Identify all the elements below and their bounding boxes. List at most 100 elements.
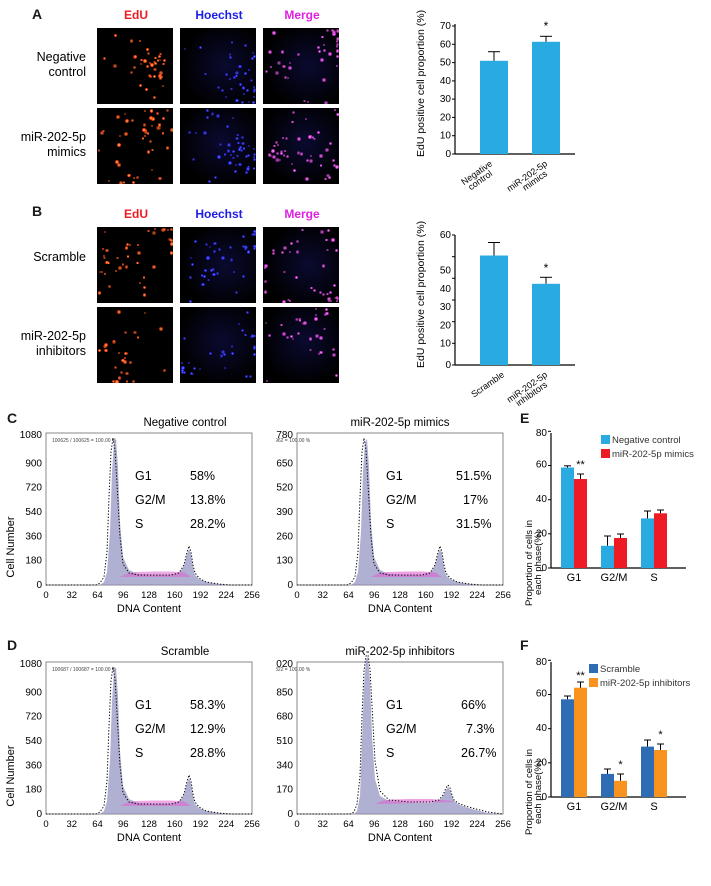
svg-text:170: 170 xyxy=(276,785,293,796)
svg-text:60: 60 xyxy=(440,39,452,50)
svg-text:180: 180 xyxy=(25,785,42,796)
svg-text:Cell Number: Cell Number xyxy=(5,516,17,577)
svg-text:64: 64 xyxy=(343,590,354,601)
svg-text:DNA Content: DNA Content xyxy=(368,832,432,844)
svg-text:20: 20 xyxy=(440,320,452,331)
svg-text:EdU positive cell proportion (: EdU positive cell proportion (%) xyxy=(415,10,427,157)
svg-text:each phase(%): each phase(%) xyxy=(533,531,544,595)
svg-text:64: 64 xyxy=(92,819,103,830)
svg-text:260: 260 xyxy=(276,531,293,542)
svg-text:17%: 17% xyxy=(463,493,488,507)
svg-text:51.5%: 51.5% xyxy=(456,469,491,483)
svg-text:100687 / 100687 = 100.00 %: 100687 / 100687 = 100.00 % xyxy=(52,667,117,673)
svg-text:390: 390 xyxy=(276,507,293,518)
svg-text:192: 192 xyxy=(444,819,460,830)
svg-text:0: 0 xyxy=(287,809,293,820)
svg-text:0: 0 xyxy=(43,590,48,601)
svg-text:720: 720 xyxy=(25,483,42,494)
svg-text:540: 540 xyxy=(25,507,42,518)
svg-text:850: 850 xyxy=(276,687,293,698)
svg-text:192: 192 xyxy=(193,819,209,830)
svg-text:DNA Content: DNA Content xyxy=(117,832,181,844)
svg-text:70: 70 xyxy=(440,21,452,32)
svg-text:G2/M: G2/M xyxy=(386,722,417,736)
svg-text:28.8%: 28.8% xyxy=(190,746,225,760)
svg-text:G2/M: G2/M xyxy=(601,572,628,584)
svg-text:0: 0 xyxy=(445,149,451,160)
svg-text:G1: G1 xyxy=(135,698,152,712)
svg-text:60: 60 xyxy=(536,460,548,471)
svg-text:Negative control: Negative control xyxy=(612,435,681,446)
svg-text:520: 520 xyxy=(276,483,293,494)
svg-text:0: 0 xyxy=(43,819,48,830)
svg-text:miR-202-5p inhibitors: miR-202-5p inhibitors xyxy=(600,678,691,689)
svg-text:0: 0 xyxy=(445,360,451,371)
svg-text:**: ** xyxy=(576,670,585,682)
svg-text:128: 128 xyxy=(141,590,157,601)
svg-text:*: * xyxy=(544,261,549,275)
svg-text:S: S xyxy=(650,572,657,584)
svg-text:10: 10 xyxy=(440,339,452,350)
svg-text:S: S xyxy=(386,746,394,760)
svg-text:128: 128 xyxy=(141,819,157,830)
svg-text:20: 20 xyxy=(440,112,452,123)
svg-text:224: 224 xyxy=(218,819,234,830)
svg-text:650: 650 xyxy=(276,458,293,469)
svg-text:0: 0 xyxy=(294,819,299,830)
svg-text:64: 64 xyxy=(343,819,354,830)
svg-text:60: 60 xyxy=(440,230,452,241)
svg-text:224: 224 xyxy=(469,590,485,601)
svg-text:DNA Content: DNA Content xyxy=(368,603,432,615)
svg-text:0: 0 xyxy=(36,580,42,591)
svg-text:10: 10 xyxy=(440,131,452,142)
svg-text:32: 32 xyxy=(66,590,77,601)
svg-text:S: S xyxy=(386,517,394,531)
svg-text:0: 0 xyxy=(294,590,299,601)
svg-text:Negative control: Negative control xyxy=(143,417,226,429)
svg-text:680: 680 xyxy=(276,712,293,723)
svg-text:G1: G1 xyxy=(135,469,152,483)
svg-text:180: 180 xyxy=(25,556,42,567)
svg-text:1080: 1080 xyxy=(20,659,43,670)
svg-text:50: 50 xyxy=(440,58,452,69)
svg-text:*: * xyxy=(658,729,663,741)
svg-text:256: 256 xyxy=(495,590,511,601)
svg-text:256: 256 xyxy=(244,819,260,830)
svg-text:Cell Number: Cell Number xyxy=(5,745,17,806)
svg-text:128: 128 xyxy=(392,590,408,601)
svg-text:G1: G1 xyxy=(386,698,403,712)
svg-text:160: 160 xyxy=(418,819,434,830)
svg-text:510: 510 xyxy=(276,736,293,747)
svg-text:256: 256 xyxy=(495,819,511,830)
svg-text:*: * xyxy=(544,19,549,33)
svg-text:each phase(%): each phase(%) xyxy=(533,760,544,824)
svg-text:Scramble: Scramble xyxy=(469,369,506,399)
svg-text:360: 360 xyxy=(25,760,42,771)
svg-text:40: 40 xyxy=(440,76,452,87)
svg-text:224: 224 xyxy=(469,819,485,830)
svg-text:G1: G1 xyxy=(567,572,582,584)
svg-text:Scramble: Scramble xyxy=(600,664,640,675)
svg-text:EdU positive cell proportion (: EdU positive cell proportion (%) xyxy=(415,221,427,368)
svg-text:60: 60 xyxy=(536,689,548,700)
svg-text:160: 160 xyxy=(418,590,434,601)
svg-text:G2/M: G2/M xyxy=(135,493,166,507)
svg-text:S: S xyxy=(135,746,143,760)
svg-text:G1: G1 xyxy=(567,801,582,813)
svg-text:7.3%: 7.3% xyxy=(466,722,495,736)
svg-text:miR-202-5p mimics: miR-202-5p mimics xyxy=(350,417,449,429)
svg-text:1080: 1080 xyxy=(20,430,43,441)
svg-text:900: 900 xyxy=(25,458,42,469)
svg-text:S: S xyxy=(650,801,657,813)
svg-text:12.9%: 12.9% xyxy=(190,722,225,736)
svg-text:160: 160 xyxy=(167,819,183,830)
svg-text:*: * xyxy=(618,759,623,771)
svg-text:540: 540 xyxy=(25,736,42,747)
svg-text:360: 360 xyxy=(25,531,42,542)
svg-text:96: 96 xyxy=(369,590,380,601)
svg-text:50: 50 xyxy=(440,266,452,277)
svg-text:G1: G1 xyxy=(386,469,403,483)
svg-text:66%: 66% xyxy=(461,698,486,712)
svg-text:G2/M: G2/M xyxy=(601,801,628,813)
svg-text:80: 80 xyxy=(536,657,548,668)
